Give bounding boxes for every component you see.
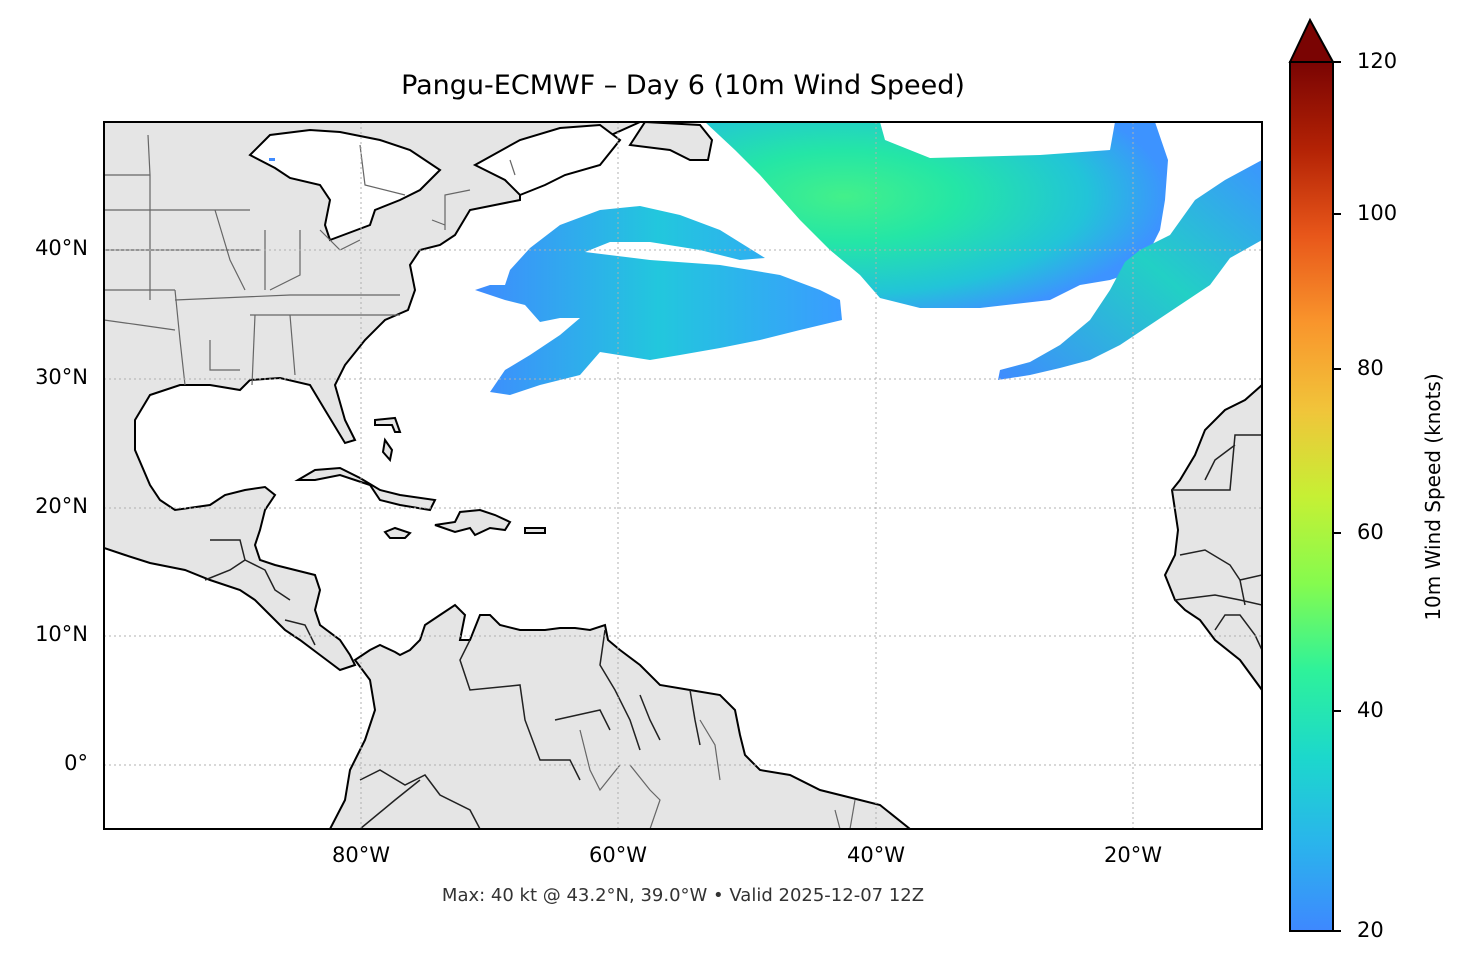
lat-label-20n: 20°N xyxy=(35,494,88,518)
wind-swath-jet xyxy=(705,122,1168,308)
wind-swath-west xyxy=(475,206,842,395)
land-cuba xyxy=(294,466,437,512)
wind-swath-east xyxy=(998,160,1262,380)
great-lakes xyxy=(248,128,442,242)
lat-label-40n: 40°N xyxy=(35,236,88,260)
colorbar-tick-20: 20 xyxy=(1357,918,1384,942)
colorbar-tick-40: 40 xyxy=(1357,698,1384,722)
max-valid-caption: Max: 40 kt @ 43.2°N, 39.0°W • Valid 2025… xyxy=(441,885,925,906)
land-west-africa xyxy=(1163,383,1262,692)
colorbar-label: 10m Wind Speed (knots) xyxy=(1421,373,1445,621)
state-borders xyxy=(104,134,516,386)
lat-label-0: 0° xyxy=(64,751,88,775)
lon-label-80w: 80°W xyxy=(332,843,390,867)
chart-title: Pangu-ECMWF – Day 6 (10m Wind Speed) xyxy=(401,70,965,101)
colorbar-tick-60: 60 xyxy=(1357,520,1384,544)
country-borders-sa xyxy=(204,539,701,829)
colorbar-tick-100: 100 xyxy=(1357,201,1398,225)
country-borders-africa xyxy=(1172,434,1262,651)
land-south-america xyxy=(328,603,912,829)
land-hispaniola xyxy=(434,508,512,537)
land-bahamas xyxy=(374,416,402,463)
land-puerto-rico xyxy=(524,527,546,534)
lon-label-20w: 20°W xyxy=(1104,843,1162,867)
gridlines xyxy=(104,122,1262,829)
lon-label-40w: 40°W xyxy=(847,843,905,867)
lon-label-60w: 60°W xyxy=(589,843,647,867)
land-north-america xyxy=(104,122,641,672)
colorbar-tick-80: 80 xyxy=(1357,356,1384,380)
land-jamaica xyxy=(383,526,412,539)
map-frame xyxy=(103,121,1263,830)
lat-label-30n: 30°N xyxy=(35,365,88,389)
lat-label-10n: 10°N xyxy=(35,622,88,646)
colorbar-extend-arrow xyxy=(1288,17,1335,63)
wind-speck xyxy=(269,158,275,161)
colorbar-gradient xyxy=(1289,61,1334,932)
colorbar-tick-120: 120 xyxy=(1357,49,1398,73)
colorbar xyxy=(1288,17,1341,932)
